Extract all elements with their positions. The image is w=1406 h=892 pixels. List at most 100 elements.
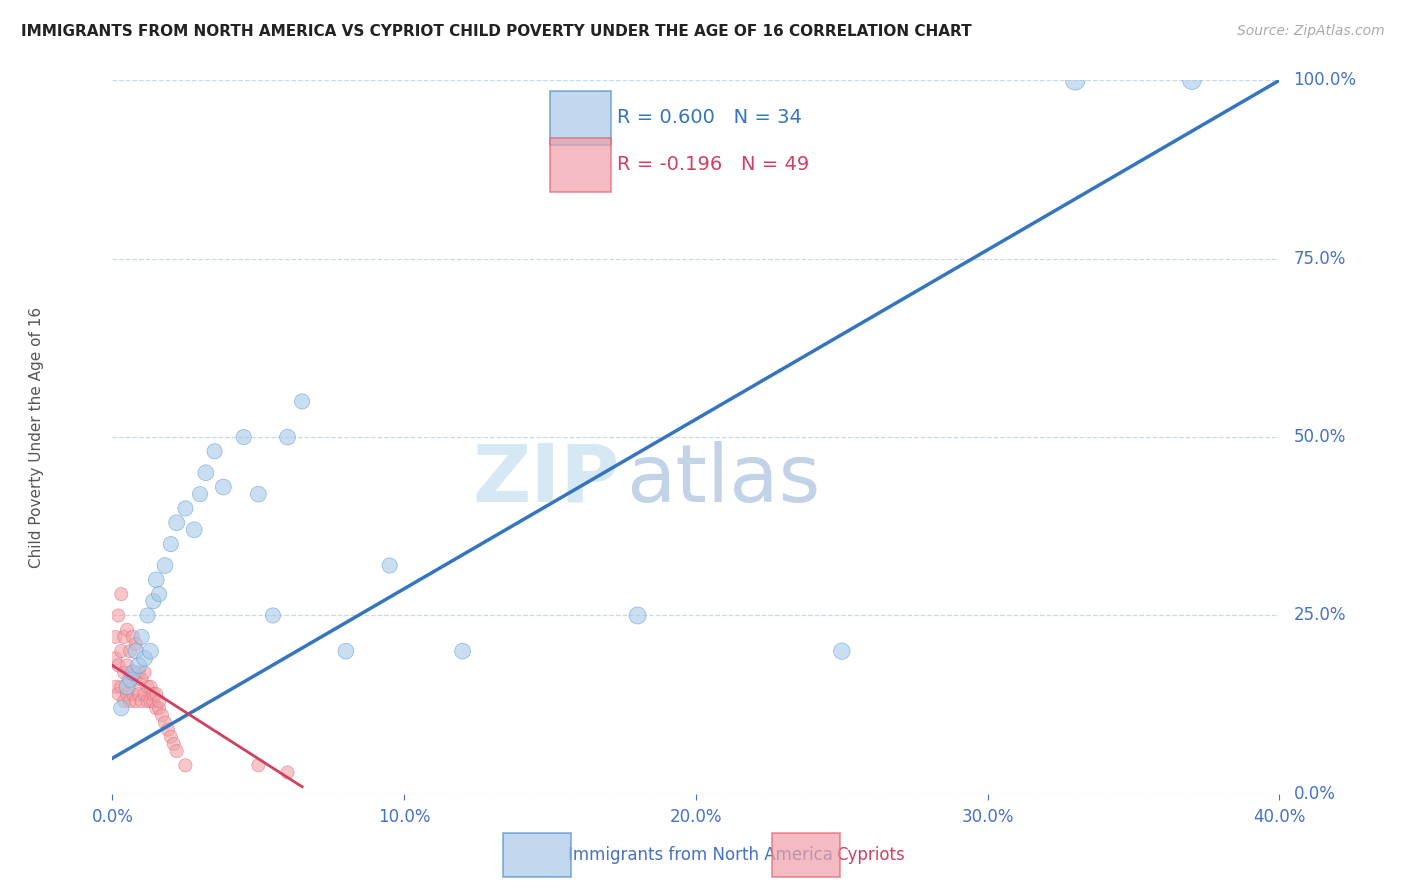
- Point: [451, 644, 474, 658]
- Point: [134, 651, 156, 665]
- Point: [112, 665, 135, 680]
- Point: [166, 516, 188, 530]
- Point: [107, 658, 129, 673]
- Point: [153, 558, 176, 573]
- Point: [160, 537, 183, 551]
- Point: [139, 680, 162, 694]
- Point: [136, 680, 159, 694]
- Point: [104, 680, 127, 694]
- Point: [125, 644, 148, 658]
- Point: [1181, 73, 1204, 87]
- FancyBboxPatch shape: [550, 138, 610, 192]
- Point: [110, 644, 132, 658]
- Point: [115, 623, 138, 637]
- Point: [145, 701, 167, 715]
- Point: [134, 687, 156, 701]
- Point: [115, 687, 138, 701]
- Point: [142, 594, 165, 608]
- Point: [122, 687, 145, 701]
- Point: [204, 444, 226, 458]
- Point: [156, 723, 179, 737]
- Point: [148, 587, 170, 601]
- Point: [110, 680, 132, 694]
- Point: [118, 644, 141, 658]
- Point: [276, 430, 298, 444]
- Point: [148, 701, 170, 715]
- Point: [183, 523, 205, 537]
- Point: [291, 394, 314, 409]
- Point: [115, 680, 138, 694]
- Point: [150, 708, 173, 723]
- Point: [125, 673, 148, 687]
- Text: 0.0%: 0.0%: [1294, 785, 1336, 803]
- Point: [378, 558, 401, 573]
- Text: Immigrants from North America: Immigrants from North America: [568, 846, 832, 863]
- Point: [131, 694, 153, 708]
- Point: [118, 694, 141, 708]
- Point: [122, 665, 145, 680]
- Text: Source: ZipAtlas.com: Source: ZipAtlas.com: [1237, 24, 1385, 38]
- Point: [131, 673, 153, 687]
- Point: [112, 630, 135, 644]
- Point: [107, 608, 129, 623]
- Point: [160, 730, 183, 744]
- Point: [139, 694, 162, 708]
- Point: [122, 665, 145, 680]
- Text: atlas: atlas: [626, 441, 820, 519]
- Point: [107, 687, 129, 701]
- Point: [125, 694, 148, 708]
- Point: [136, 694, 159, 708]
- Text: 50.0%: 50.0%: [1294, 428, 1346, 446]
- Point: [232, 430, 254, 444]
- Point: [247, 487, 270, 501]
- Point: [145, 687, 167, 701]
- Text: 75.0%: 75.0%: [1294, 250, 1346, 268]
- Point: [626, 608, 648, 623]
- FancyBboxPatch shape: [772, 833, 839, 878]
- Point: [110, 587, 132, 601]
- Text: ZIP: ZIP: [472, 441, 620, 519]
- Point: [163, 737, 186, 751]
- Text: IMMIGRANTS FROM NORTH AMERICA VS CYPRIOT CHILD POVERTY UNDER THE AGE OF 16 CORRE: IMMIGRANTS FROM NORTH AMERICA VS CYPRIOT…: [21, 24, 972, 38]
- Point: [166, 744, 188, 758]
- Point: [276, 765, 298, 780]
- Point: [112, 694, 135, 708]
- Point: [142, 687, 165, 701]
- Text: R = 0.600   N = 34: R = 0.600 N = 34: [617, 108, 801, 128]
- Point: [174, 758, 197, 772]
- Text: Child Poverty Under the Age of 16: Child Poverty Under the Age of 16: [30, 307, 44, 567]
- Point: [115, 658, 138, 673]
- Point: [247, 758, 270, 772]
- Point: [104, 651, 127, 665]
- Point: [262, 608, 284, 623]
- Point: [212, 480, 235, 494]
- Point: [174, 501, 197, 516]
- Text: Cypriots: Cypriots: [837, 846, 904, 863]
- Point: [142, 694, 165, 708]
- Point: [131, 630, 153, 644]
- Point: [128, 658, 150, 673]
- Point: [194, 466, 217, 480]
- Text: 25.0%: 25.0%: [1294, 607, 1346, 624]
- Point: [134, 665, 156, 680]
- Text: R = -0.196   N = 49: R = -0.196 N = 49: [617, 155, 808, 174]
- Point: [145, 573, 167, 587]
- Point: [128, 665, 150, 680]
- Point: [125, 637, 148, 651]
- Point: [831, 644, 853, 658]
- Point: [139, 644, 162, 658]
- Text: 100.0%: 100.0%: [1294, 71, 1357, 89]
- Point: [110, 701, 132, 715]
- Point: [104, 630, 127, 644]
- FancyBboxPatch shape: [503, 833, 571, 878]
- Point: [128, 687, 150, 701]
- Point: [188, 487, 211, 501]
- Point: [335, 644, 357, 658]
- Point: [122, 630, 145, 644]
- FancyBboxPatch shape: [550, 91, 610, 145]
- Point: [118, 673, 141, 687]
- Point: [1064, 73, 1087, 87]
- Point: [136, 608, 159, 623]
- Point: [118, 673, 141, 687]
- Point: [148, 694, 170, 708]
